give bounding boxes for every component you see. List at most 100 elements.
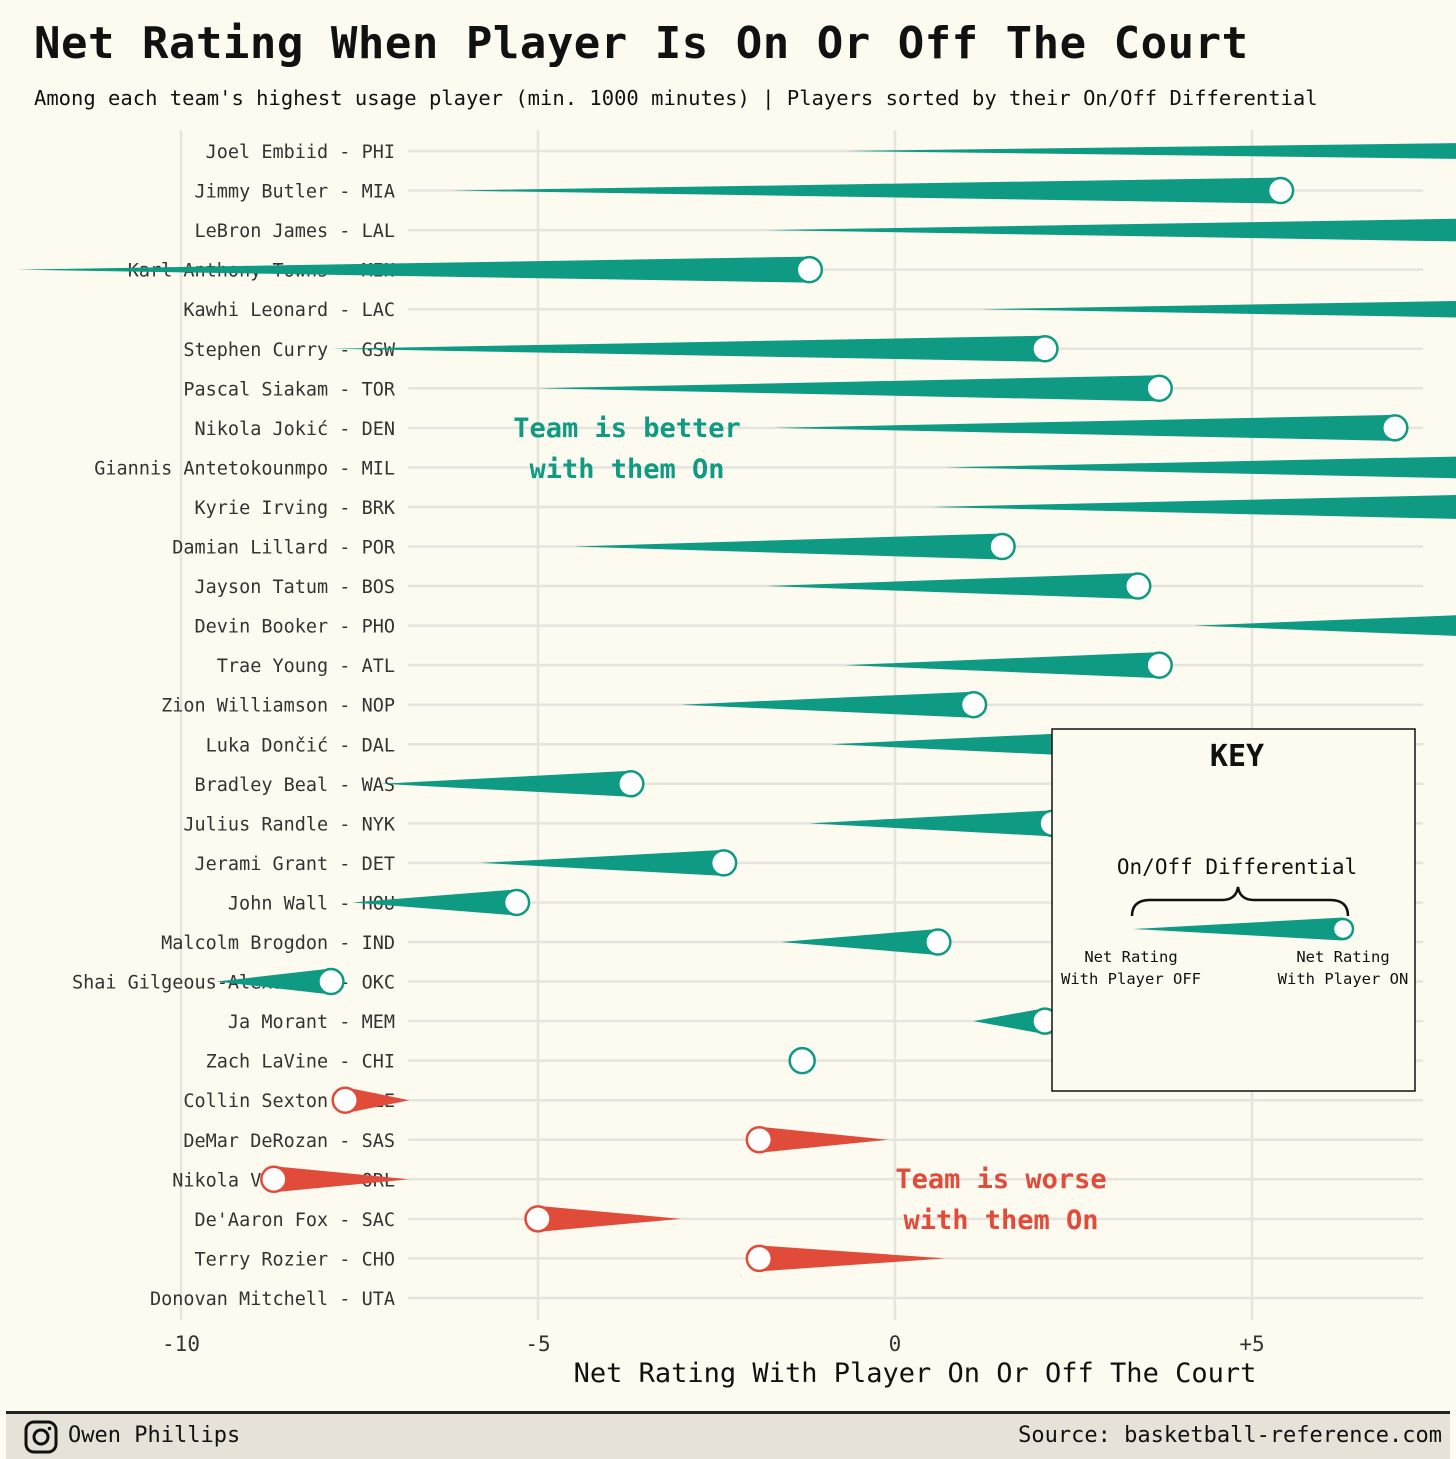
differential-wedge	[380, 770, 631, 797]
differential-wedge	[973, 1008, 1045, 1035]
on-court-dot	[260, 1165, 288, 1194]
x-axis: -10-50+5+10Net Rating With Player On Or …	[162, 1332, 1265, 1389]
on-court-dot	[1381, 414, 1409, 442]
player-label: John Wall - HOU	[228, 893, 395, 914]
differential-wedge	[845, 143, 1456, 159]
on-court-dot	[1145, 374, 1173, 403]
instagram-icon	[24, 1420, 58, 1454]
differential-wedge	[330, 335, 1045, 362]
page-title: Net Rating When Player Is On Or Off The …	[34, 18, 1249, 69]
player-label: Trae Young - ATL	[217, 656, 395, 677]
page-subtitle: Among each team's highest usage player (…	[34, 86, 1318, 110]
on-court-dot	[788, 1046, 816, 1075]
player-label: Julius Randle - NYK	[183, 814, 395, 835]
player-label: Ja Morant - MEM	[228, 1012, 395, 1033]
differential-wedge	[480, 849, 724, 876]
on-court-dot	[924, 928, 952, 956]
on-court-dot	[331, 1086, 359, 1114]
player-label: Nikola Jokić - DEN	[195, 419, 395, 440]
annotation-better-line2: with them On	[529, 454, 724, 485]
key-off-label-line2: With Player OFF	[1061, 970, 1201, 988]
player-label: LeBron James - LAL	[195, 221, 395, 242]
player-label: Zion Williamson - NOP	[161, 696, 395, 717]
key-title: KEY	[1210, 739, 1264, 774]
differential-wedge	[345, 1087, 410, 1114]
mark-layer	[16, 143, 1456, 1273]
on-court-dot	[1266, 176, 1295, 205]
player-label: Donovan Mitchell - UTA	[150, 1289, 395, 1310]
annotation-worse-line2: with them On	[903, 1205, 1098, 1236]
differential-wedge	[452, 177, 1281, 204]
key-box: KEY On/Off Differential Net Rating With …	[1051, 728, 1416, 1092]
on-court-dot	[959, 690, 988, 719]
player-label: Terry Rozier - CHO	[195, 1249, 395, 1270]
differential-wedge	[216, 968, 331, 995]
on-court-dot	[524, 1205, 552, 1233]
differential-wedge	[930, 494, 1456, 519]
differential-wedge	[273, 1166, 410, 1193]
differential-wedge	[538, 1205, 681, 1232]
differential-wedge	[759, 1126, 888, 1153]
on-court-dot	[617, 770, 645, 798]
differential-wedge	[1194, 615, 1456, 636]
player-label: Joel Embiid - PHI	[206, 142, 395, 163]
player-label: Kawhi Leonard - LAC	[183, 300, 395, 321]
key-frame	[1051, 728, 1416, 1092]
player-label: Giannis Antetokounmpo - MIL	[94, 458, 395, 479]
on-court-dot	[317, 967, 345, 996]
player-label: Jerami Grant - DET	[195, 854, 395, 875]
annotation-worse-line1: Team is worse	[895, 1164, 1106, 1195]
differential-wedge	[352, 889, 517, 916]
differential-wedge	[980, 300, 1456, 318]
player-label: Kyrie Irving - BRK	[195, 498, 396, 519]
differential-wedge	[759, 1245, 945, 1272]
differential-wedge	[809, 810, 1053, 837]
key-off-label-line1: Net Rating	[1084, 948, 1177, 966]
on-court-dot	[1145, 651, 1173, 679]
differential-wedge	[538, 375, 1160, 402]
author-credit: Owen Phillips	[68, 1423, 241, 1448]
differential-wedge	[845, 652, 1160, 679]
differential-wedge	[766, 573, 1138, 600]
differential-wedge	[766, 218, 1456, 242]
differential-wedge	[680, 691, 974, 718]
player-label: Jayson Tatum - BOS	[195, 577, 395, 598]
on-court-dot	[745, 1126, 774, 1154]
differential-wedge	[780, 929, 938, 955]
player-label: Pascal Siakam - TOR	[183, 379, 395, 400]
player-label: Malcolm Brogdon - IND	[161, 933, 395, 954]
player-label: Zach LaVine - CHI	[206, 1052, 395, 1073]
player-label: Luka Dončić - DAL	[206, 735, 395, 756]
x-axis-label: Net Rating With Player On Or Off The Cou…	[574, 1358, 1257, 1389]
key-differential-label: On/Off Differential	[1117, 855, 1357, 879]
on-court-dot	[745, 1244, 774, 1273]
dumbbell-chart: Joel Embiid - PHI Jimmy Butler - MIA LeBro…	[16, 130, 1456, 1389]
on-court-dot	[1124, 572, 1152, 600]
annotation-better-line1: Team is better	[513, 413, 741, 444]
player-label: Bradley Beal - WAS	[195, 775, 395, 796]
on-court-dot	[988, 532, 1016, 561]
player-label: Devin Booker - PHO	[195, 617, 395, 638]
x-tick-label: -5	[525, 1332, 550, 1356]
player-label: Jimmy Butler - MIA	[195, 182, 395, 203]
on-court-dot	[795, 255, 824, 284]
player-label: Damian Lillard - POR	[172, 538, 396, 559]
key-on-dot	[1331, 917, 1355, 941]
player-label: De'Aaron Fox - SAC	[195, 1210, 395, 1231]
x-tick-label: 0	[889, 1332, 902, 1356]
x-tick-label: +5	[1239, 1332, 1264, 1356]
key-wedge	[1133, 917, 1343, 941]
on-court-dot	[709, 849, 738, 877]
differential-wedge	[573, 533, 1003, 560]
key-brace	[1130, 886, 1350, 917]
differential-wedge	[773, 414, 1395, 441]
differential-wedge	[830, 731, 1110, 758]
player-label-layer: Joel Embiid - PHI Jimmy Butler - MIA LeBro…	[72, 142, 396, 1310]
source-credit: Source: basketball-reference.com	[1018, 1423, 1442, 1448]
differential-wedge	[16, 256, 810, 283]
player-label: DeMar DeRozan - SAS	[183, 1131, 395, 1152]
key-on-label-line1: Net Rating	[1296, 948, 1389, 966]
on-court-dot	[502, 888, 531, 917]
on-court-dot	[1031, 335, 1059, 363]
